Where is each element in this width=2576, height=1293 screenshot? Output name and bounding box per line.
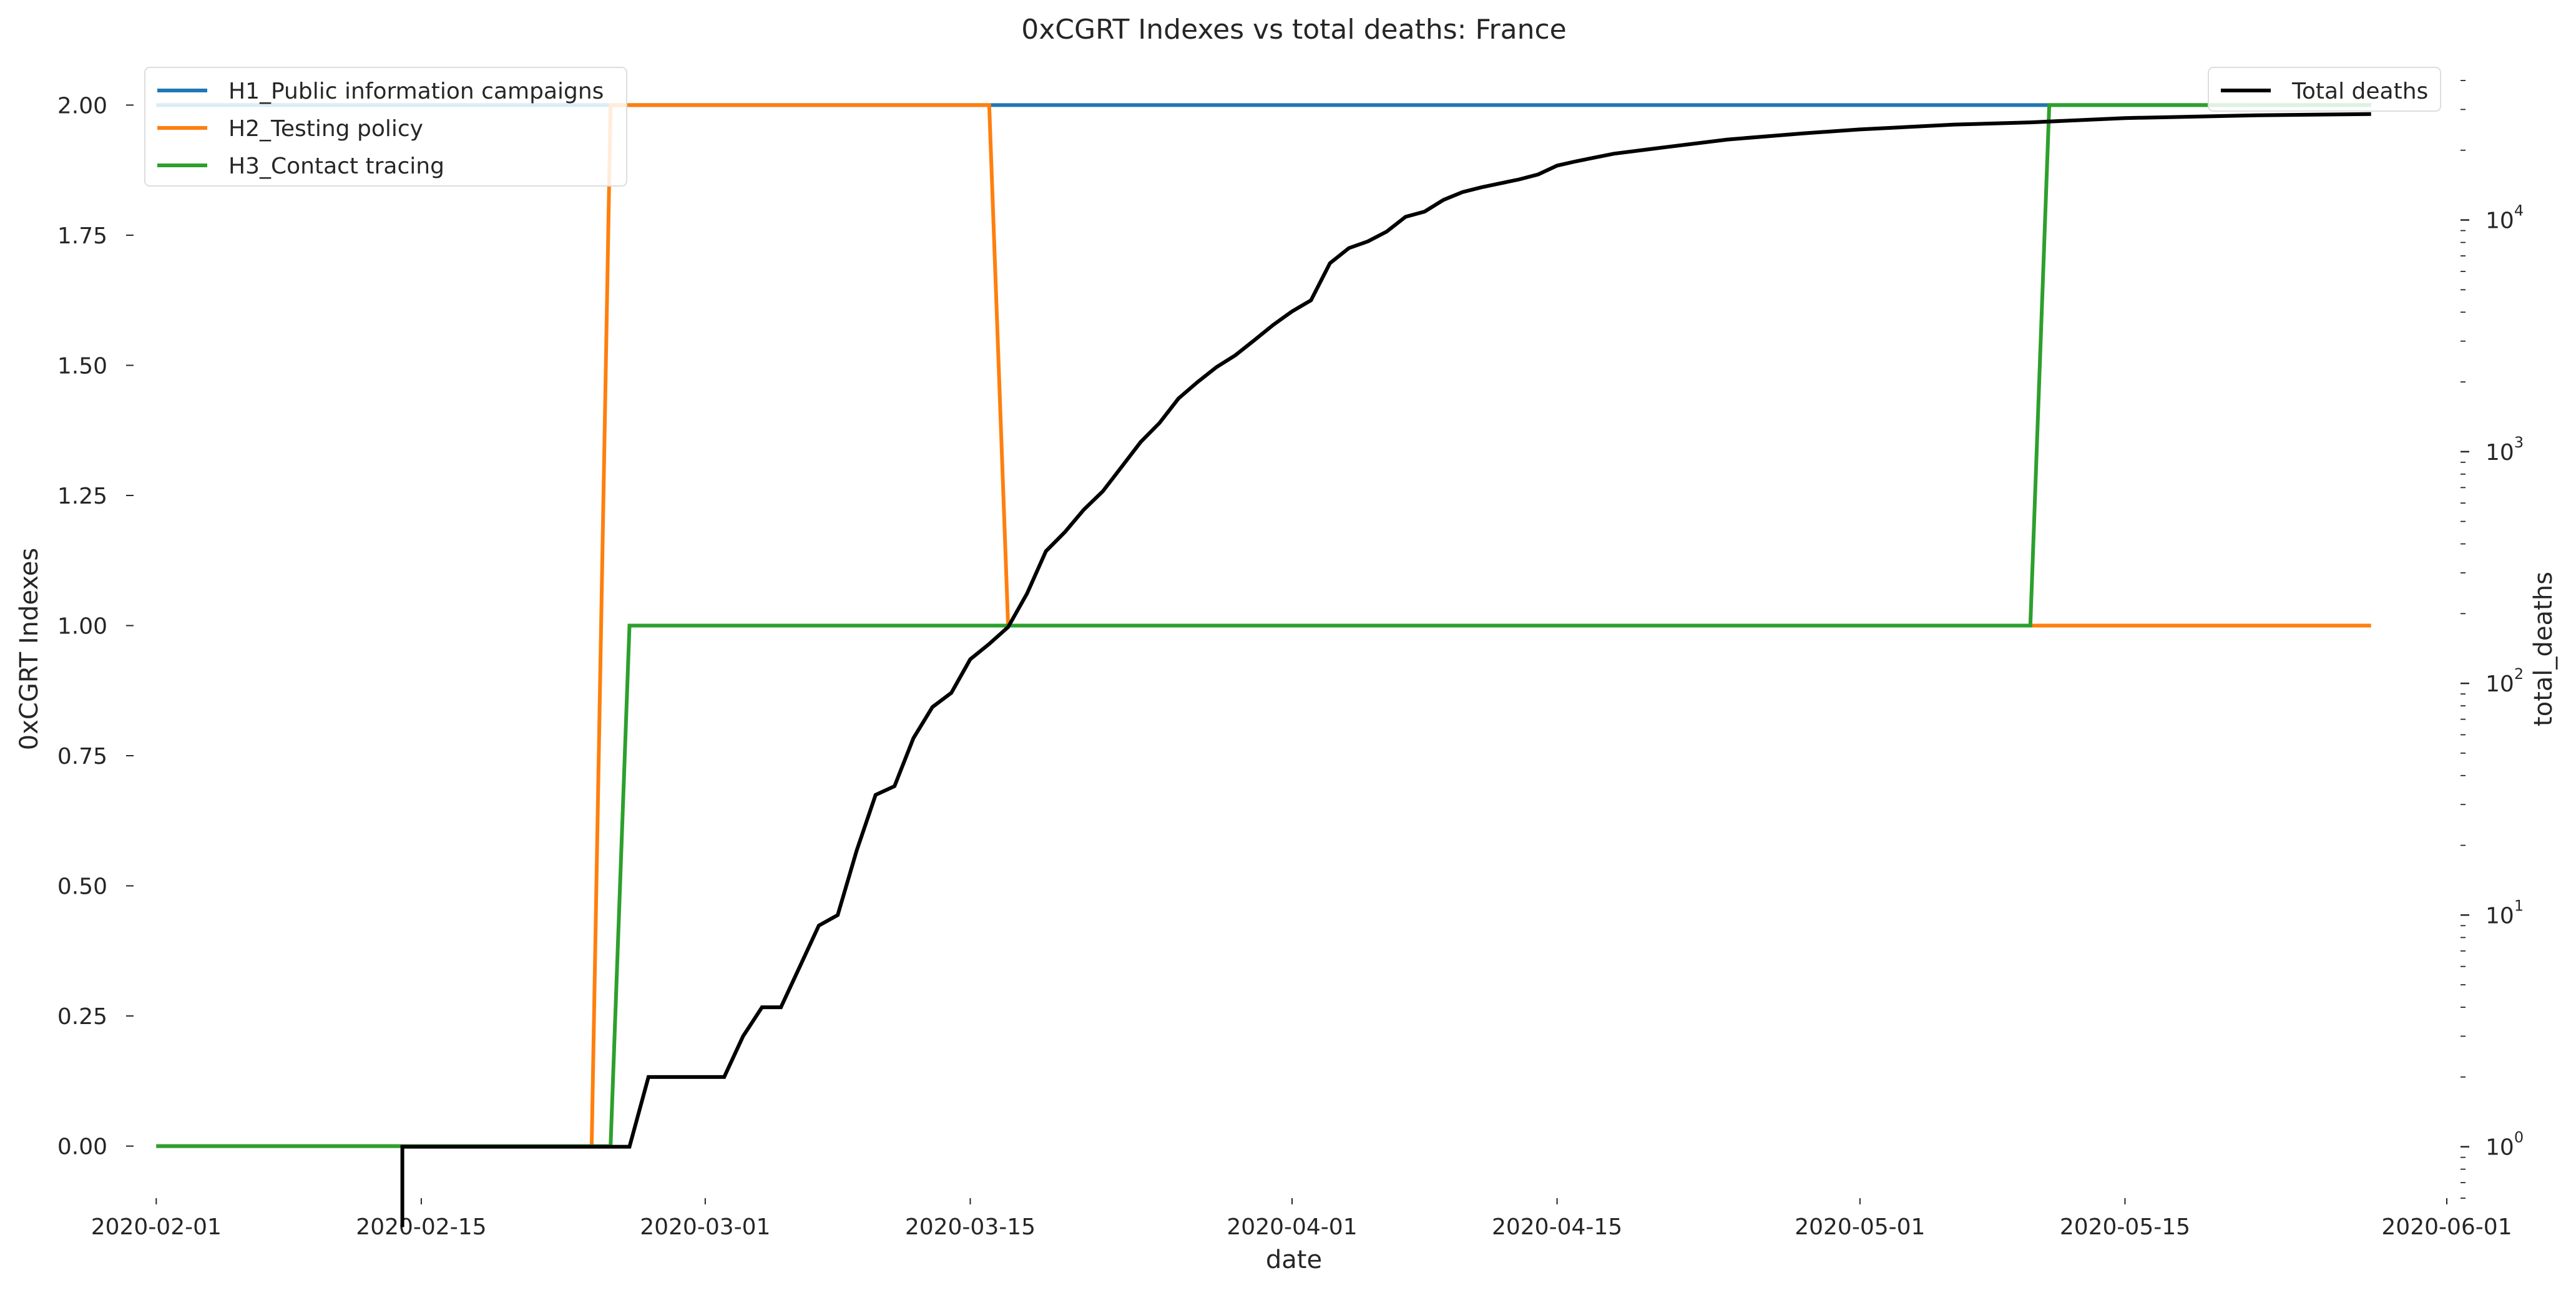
y-axis-left-label: 0xCGRT Indexes xyxy=(15,548,44,750)
legend-label-h2-testing-policy: H2_Testing policy xyxy=(228,116,423,142)
y-right-tick-label: 103 xyxy=(2485,434,2524,466)
x-tick-label: 2020-06-01 xyxy=(2381,1214,2512,1240)
x-axis: 2020-02-01 2020-02-15 2020-03-01 2020-03-15… xyxy=(91,1198,2512,1240)
legend-label-h3-contact-tracing: H3_Contact tracing xyxy=(228,154,444,179)
y-left-tick-label: 0.00 xyxy=(57,1134,107,1160)
series-line-total-deaths xyxy=(400,112,2371,1227)
x-tick-label: 2020-03-01 xyxy=(640,1214,770,1240)
legend-label-total-deaths: Total deaths xyxy=(2291,79,2428,104)
y-axis-right-label: total_deaths xyxy=(2529,572,2558,726)
y-left-tick-label: 1.25 xyxy=(57,484,107,509)
legend-left: H1_Public information campaigns H2_Testin… xyxy=(144,67,627,187)
y-left-tick-label: 1.50 xyxy=(57,353,107,379)
y-left-tick-label: 1.00 xyxy=(57,613,107,639)
y-axis-left: 0.00 0.25 0.50 0.75 1.00 1.25 1.50 1.75 2.00 xyxy=(57,93,134,1160)
x-tick-label: 2020-02-15 xyxy=(356,1214,486,1240)
y-right-tick-label: 101 xyxy=(2485,897,2524,929)
y-axis-right: 100 101 102 103 104 xyxy=(2461,80,2524,1199)
legend-right: Total deaths xyxy=(2208,67,2441,112)
legend-left-frame xyxy=(144,67,627,187)
y-left-tick-label: 0.50 xyxy=(57,874,107,900)
legend-right-frame xyxy=(2208,67,2441,112)
y-right-tick-label: 100 xyxy=(2485,1129,2524,1161)
y-left-tick-label: 2.00 xyxy=(57,93,107,119)
y-left-tick-label: 1.75 xyxy=(57,223,107,249)
x-tick-label: 2020-02-01 xyxy=(91,1214,222,1240)
legend-label-h1-public-information-campaigns: H1_Public information campaigns xyxy=(228,79,604,104)
y-right-tick-label: 102 xyxy=(2485,665,2524,697)
x-tick-label: 2020-03-15 xyxy=(905,1214,1036,1240)
y-left-tick-label: 0.25 xyxy=(57,1004,107,1030)
y-left-tick-label: 0.75 xyxy=(57,744,107,769)
y-right-tick-label: 104 xyxy=(2485,202,2524,234)
x-tick-label: 2020-05-15 xyxy=(2060,1214,2190,1240)
x-axis-label: date xyxy=(1266,1246,1322,1274)
x-tick-label: 2020-04-15 xyxy=(1492,1214,1622,1240)
chart-title: 0xCGRT Indexes vs total deaths: France xyxy=(1021,14,1567,46)
x-tick-label: 2020-04-01 xyxy=(1227,1214,1357,1240)
x-tick-label: 2020-05-01 xyxy=(1795,1214,1925,1240)
